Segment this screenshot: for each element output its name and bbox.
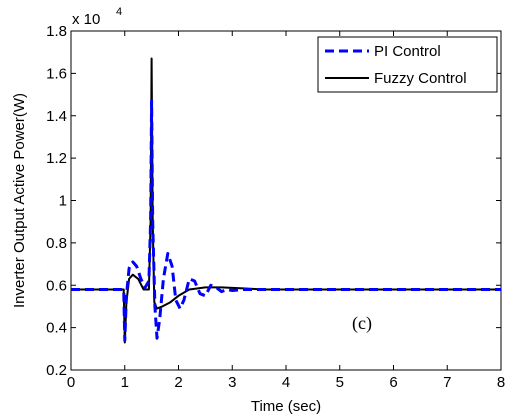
x-axis-title: Time (sec) [251, 398, 321, 415]
y-axis-title: Inverter Output Active Power(W) [11, 93, 28, 308]
ticks-layer: 0 1 2 3 4 5 6 7 8 0.2 0.4 0.6 0.8 1 1.2 1.4 1.6 1.8 [46, 23, 505, 391]
y-tick-label: 0.2 [46, 362, 67, 379]
annotation-c: (c) [352, 313, 372, 334]
y-tick-label: 1.8 [46, 23, 67, 40]
y-tick-label: 1.2 [46, 150, 67, 167]
y-tick-label: 1 [59, 193, 67, 210]
x-tick-label: 1 [121, 374, 129, 391]
y-exponent-base: x 10 [72, 11, 100, 28]
legend-label-pi: PI Control [374, 43, 441, 60]
x-tick-label: 3 [228, 374, 236, 391]
x-tick-label: 8 [497, 374, 505, 391]
x-tick-label: 5 [336, 374, 344, 391]
y-exponent: x 10 4 [72, 6, 122, 28]
y-exponent-power: 4 [116, 6, 122, 18]
series-layer [71, 57, 501, 344]
legend-box [317, 36, 498, 93]
x-tick-label: 0 [67, 374, 75, 391]
x-tick-label: 7 [443, 374, 451, 391]
y-tick-label: 1.6 [46, 65, 67, 82]
y-tick-label: 0.4 [46, 320, 67, 337]
x-tick-label: 4 [282, 374, 290, 391]
x-tick-label: 2 [174, 374, 182, 391]
y-tick-label: 0.6 [46, 277, 67, 294]
y-tick-label: 1.4 [46, 108, 67, 125]
legend-label-fuzzy: Fuzzy Control [374, 70, 467, 87]
x-tick-label: 6 [389, 374, 397, 391]
y-tick-label: 0.8 [46, 235, 67, 252]
legend: PI Control Fuzzy Control [317, 36, 498, 93]
